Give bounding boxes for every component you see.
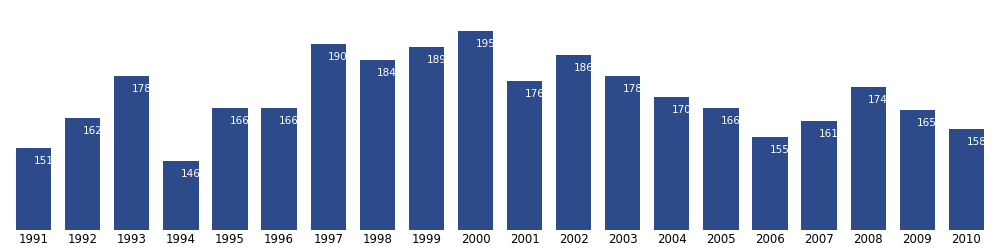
Text: 166: 166 [230,116,250,126]
Bar [752,137,788,250]
Text: 166: 166 [279,116,299,126]
Bar [949,129,984,250]
Text: 195: 195 [475,39,495,49]
Bar [458,31,493,250]
Bar [556,55,591,250]
Bar [801,121,837,250]
Bar [900,110,935,250]
Bar [114,76,149,250]
Bar [654,97,689,250]
Text: 166: 166 [721,116,741,126]
Text: 178: 178 [623,84,643,94]
Text: 158: 158 [966,137,986,147]
Text: 151: 151 [34,156,53,166]
Bar [65,118,100,250]
Bar [16,148,51,250]
Text: 162: 162 [83,126,103,136]
Text: 176: 176 [525,89,544,99]
Bar [507,81,542,250]
Bar [311,44,346,250]
Bar [851,86,886,250]
Text: 184: 184 [377,68,397,78]
Text: 146: 146 [181,169,201,179]
Bar [409,47,444,250]
Bar [703,108,739,250]
Text: 161: 161 [819,129,839,139]
Bar [261,108,297,250]
Text: 186: 186 [574,63,594,73]
Text: 155: 155 [770,145,790,155]
Text: 174: 174 [868,94,888,104]
Text: 189: 189 [426,55,446,65]
Bar [163,161,199,250]
Text: 178: 178 [132,84,152,94]
Text: 165: 165 [917,118,937,128]
Text: 170: 170 [672,105,692,115]
Bar [360,60,395,250]
Text: 190: 190 [328,52,348,62]
Bar [605,76,640,250]
Bar [212,108,248,250]
